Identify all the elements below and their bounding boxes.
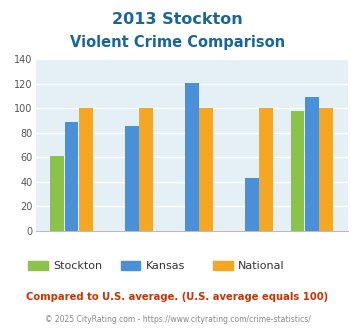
- Bar: [139, 109, 153, 231]
- Bar: [259, 109, 273, 231]
- Text: Compared to U.S. average. (U.S. average equals 100): Compared to U.S. average. (U.S. average …: [26, 292, 329, 302]
- Bar: [320, 109, 333, 231]
- Text: Kansas: Kansas: [146, 261, 185, 271]
- Bar: [50, 156, 64, 231]
- Bar: [79, 109, 93, 231]
- Text: Violent Crime Comparison: Violent Crime Comparison: [70, 35, 285, 50]
- Text: National: National: [238, 261, 284, 271]
- Bar: [245, 178, 259, 231]
- Bar: [305, 97, 319, 231]
- Bar: [125, 126, 138, 231]
- Bar: [199, 109, 213, 231]
- Bar: [290, 111, 304, 231]
- Text: © 2025 CityRating.com - https://www.cityrating.com/crime-statistics/: © 2025 CityRating.com - https://www.city…: [45, 315, 310, 324]
- Text: 2013 Stockton: 2013 Stockton: [112, 12, 243, 26]
- Bar: [65, 122, 78, 231]
- Text: Stockton: Stockton: [53, 261, 102, 271]
- Bar: [185, 83, 198, 231]
